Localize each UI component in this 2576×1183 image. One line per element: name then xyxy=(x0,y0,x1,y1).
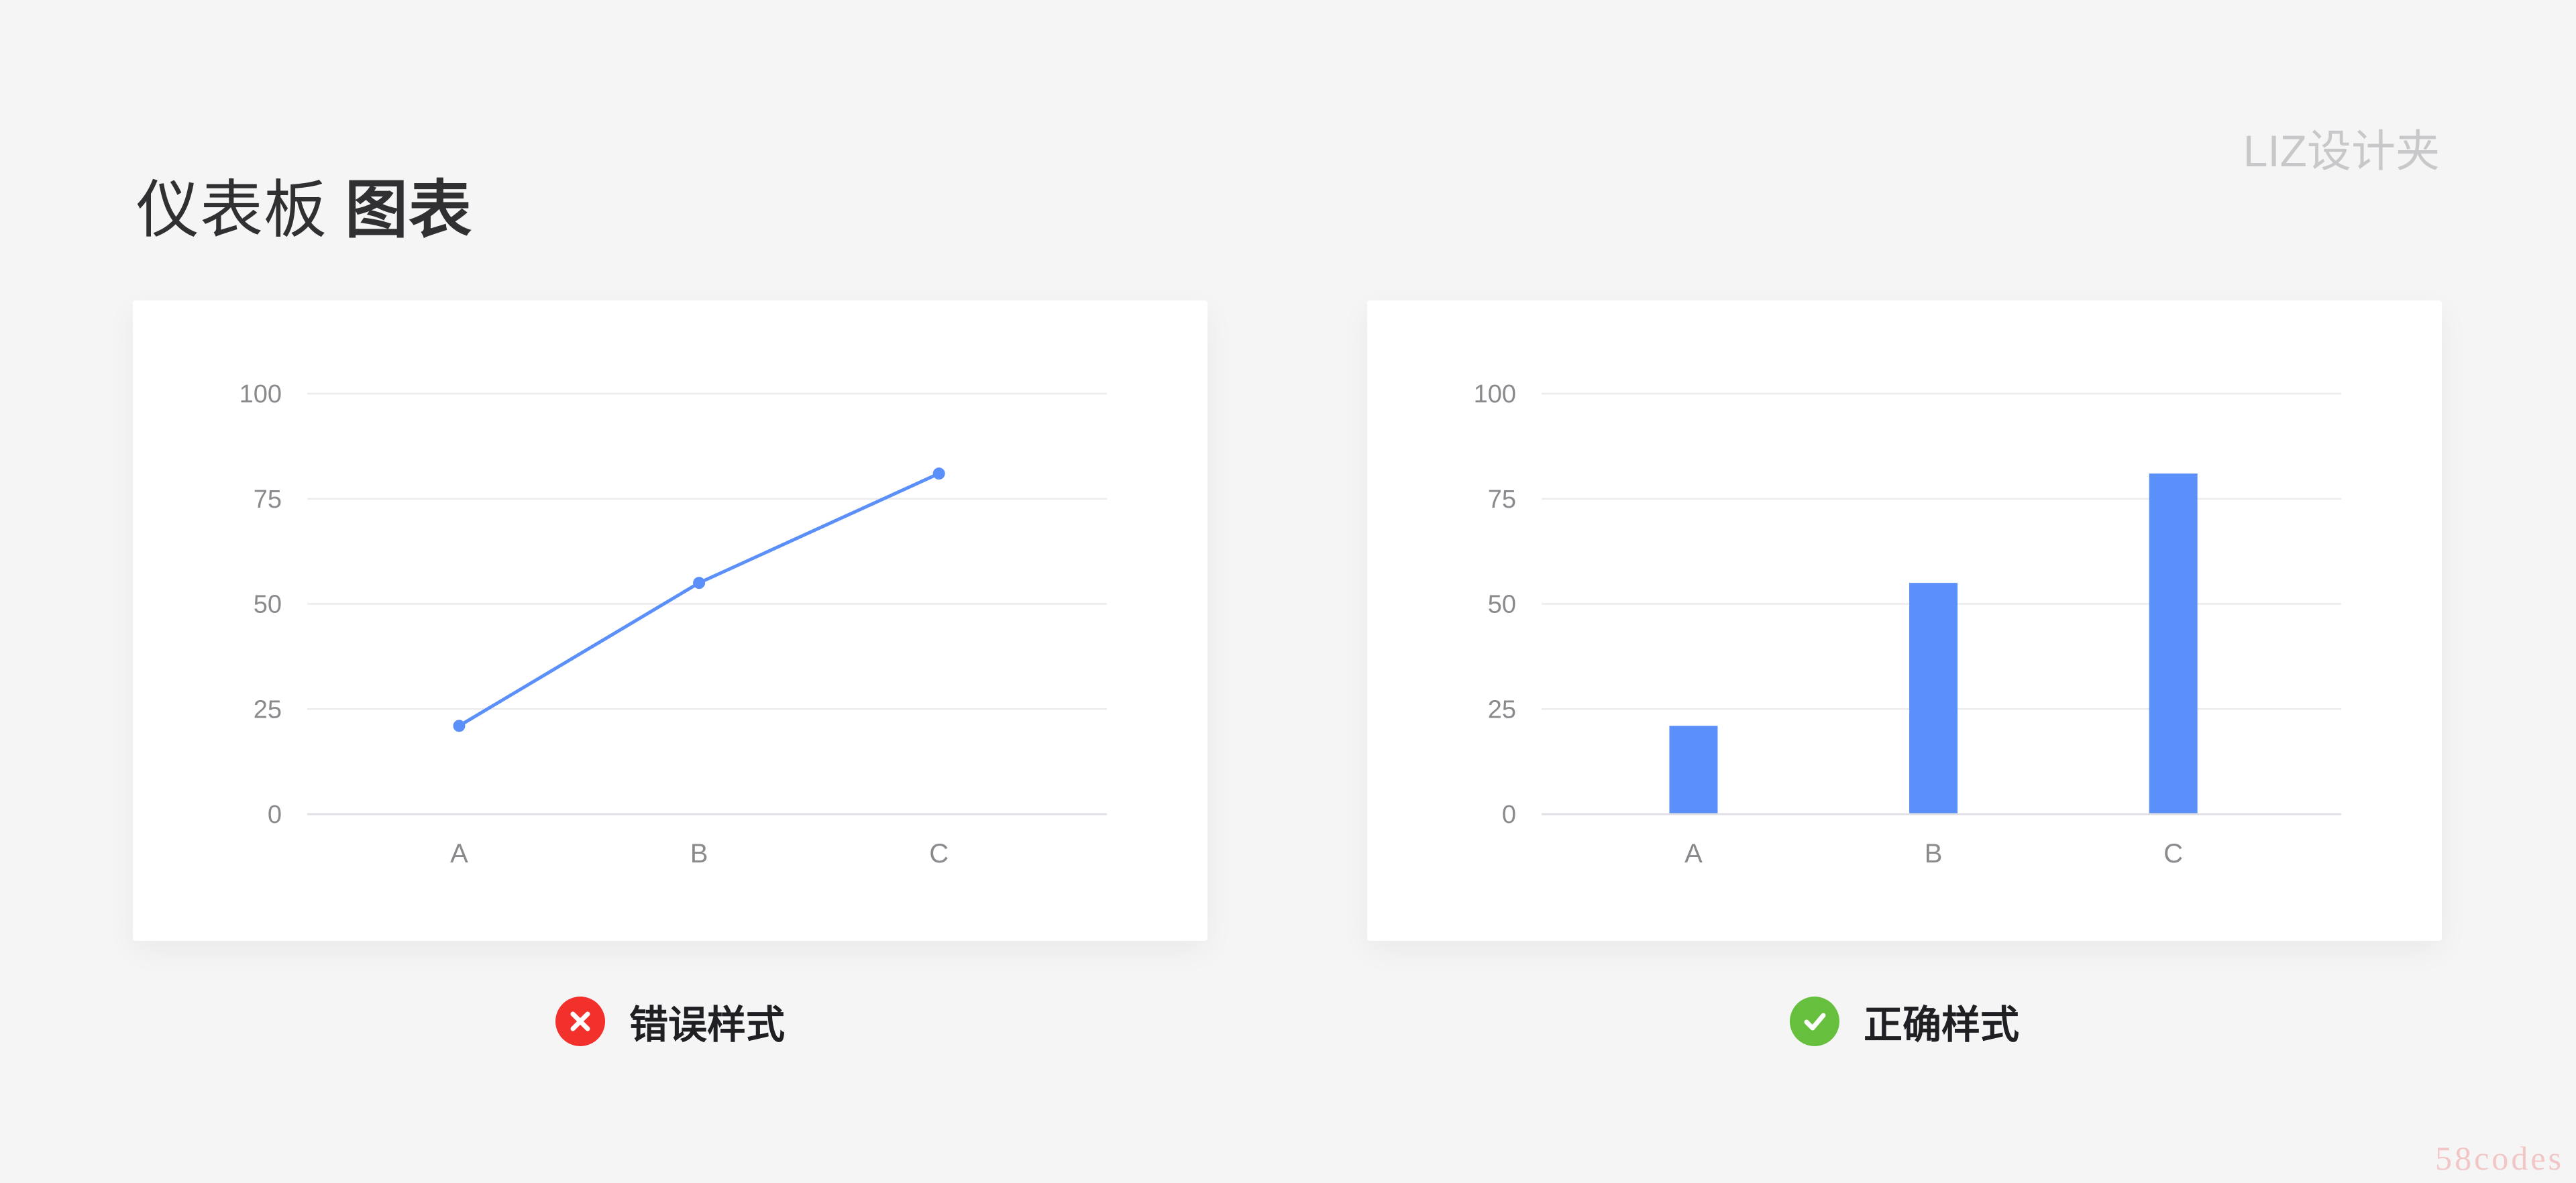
svg-text:B: B xyxy=(1925,839,1943,868)
svg-text:100: 100 xyxy=(239,380,282,408)
bar-chart: 100 75 50 25 0 A B C xyxy=(1474,380,2341,868)
svg-text:25: 25 xyxy=(254,695,282,724)
svg-text:A: A xyxy=(1684,839,1703,868)
page-title: 仪表板 图表 xyxy=(136,174,472,246)
svg-text:100: 100 xyxy=(1474,380,1516,408)
svg-text:50: 50 xyxy=(1488,591,1516,619)
svg-text:25: 25 xyxy=(1488,695,1516,724)
svg-text:50: 50 xyxy=(254,591,282,619)
svg-text:C: C xyxy=(2163,839,2183,868)
error-icon xyxy=(555,997,605,1046)
svg-text:C: C xyxy=(929,839,949,868)
success-icon xyxy=(1789,997,1839,1046)
svg-text:A: A xyxy=(450,839,468,868)
svg-text:0: 0 xyxy=(268,801,282,829)
site-watermark: 58codes xyxy=(2435,1139,2564,1177)
brand-watermark: LIZ设计夹 xyxy=(2243,126,2440,176)
svg-text:75: 75 xyxy=(254,486,282,514)
bar-chart-card: 100 75 50 25 0 A B C xyxy=(1367,300,2442,941)
wrong-style-label: 错误样式 xyxy=(629,1003,785,1047)
correct-style-label: 正确样式 xyxy=(1863,1003,2019,1047)
svg-text:B: B xyxy=(690,839,708,868)
line-chart-card: 100 75 50 25 0 A B C xyxy=(133,300,1208,941)
correct-style-caption: 正确样式 xyxy=(1367,984,2442,1058)
wrong-style-caption: 错误样式 xyxy=(133,984,1208,1058)
page-title-bold: 图表 xyxy=(345,174,473,245)
svg-text:75: 75 xyxy=(1488,486,1516,514)
line-chart: 100 75 50 25 0 A B C xyxy=(239,380,1107,868)
svg-text:0: 0 xyxy=(1502,801,1516,829)
page-title-regular: 仪表板 xyxy=(136,174,328,245)
